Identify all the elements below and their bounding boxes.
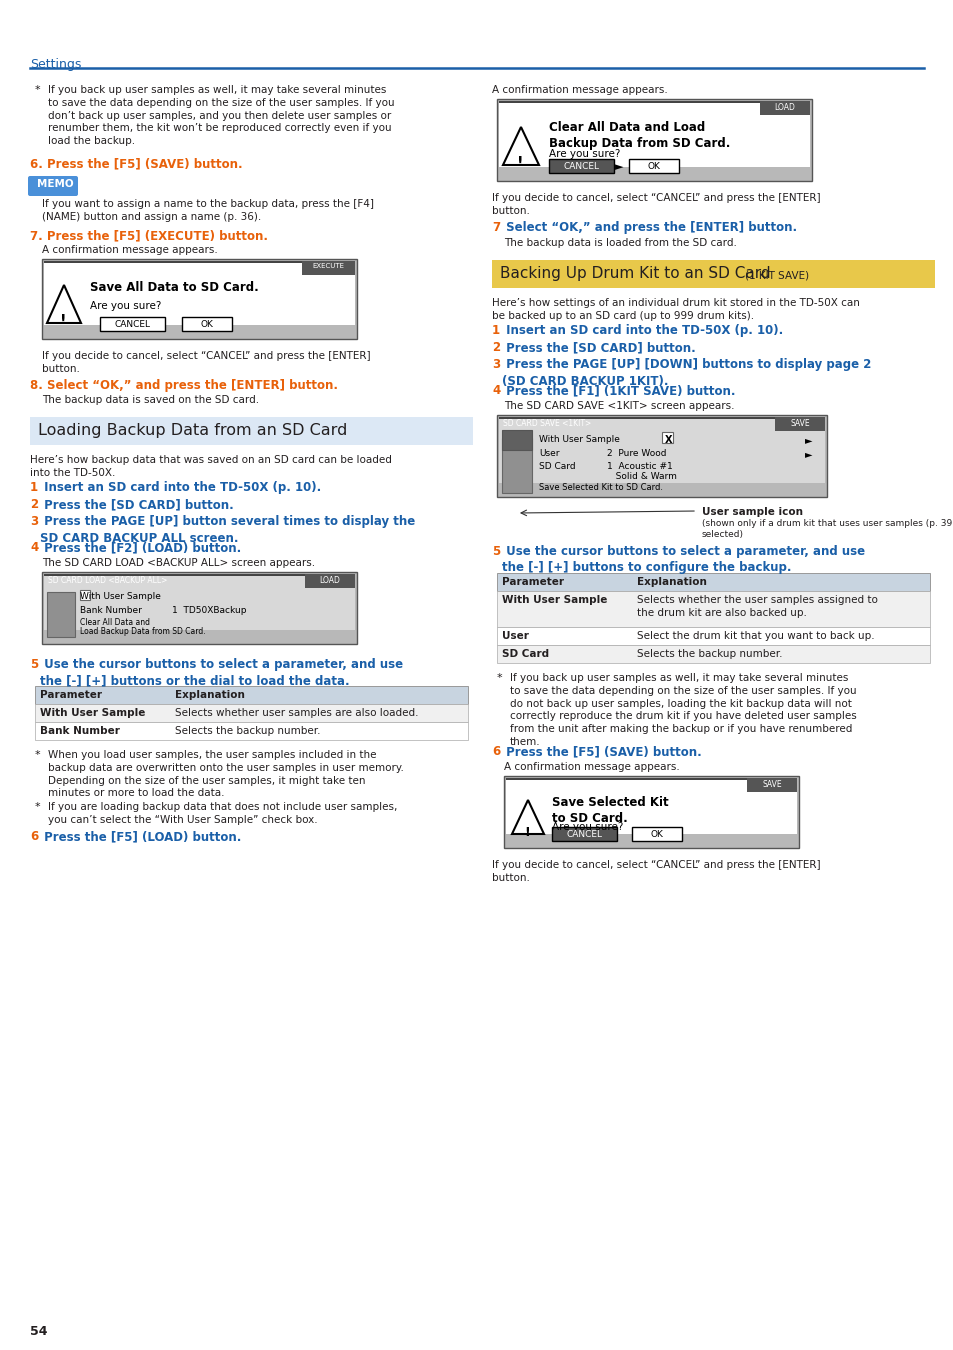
- Text: Bank Number: Bank Number: [40, 726, 120, 736]
- Text: ►: ►: [614, 162, 622, 171]
- Text: Select the drum kit that you want to back up.: Select the drum kit that you want to bac…: [637, 630, 874, 641]
- Bar: [47, 593, 75, 637]
- Text: Are you sure?: Are you sure?: [552, 822, 622, 832]
- Bar: [182, 317, 232, 331]
- Bar: [503, 776, 799, 848]
- Text: Press the PAGE [UP] button several times to display the
SD CARD BACKUP ALL scree: Press the PAGE [UP] button several times…: [40, 514, 415, 544]
- Text: *: *: [35, 85, 41, 94]
- Text: LOAD: LOAD: [319, 576, 340, 585]
- Text: Save All Data to SD Card.: Save All Data to SD Card.: [90, 281, 258, 294]
- Bar: [498, 101, 809, 115]
- Bar: [501, 437, 532, 493]
- Text: Save Selected Kit
to SD Card.: Save Selected Kit to SD Card.: [552, 796, 668, 825]
- Text: Backing Up Drum Kit to an SD Card: Backing Up Drum Kit to an SD Card: [499, 266, 770, 281]
- Text: Selects the backup number.: Selects the backup number.: [174, 726, 320, 736]
- Text: 2: 2: [492, 342, 499, 354]
- Text: 5: 5: [492, 545, 499, 558]
- Text: !: !: [517, 155, 523, 169]
- Bar: [44, 574, 355, 589]
- Text: If you want to assign a name to the backup data, press the [F4]
(NAME) button an: If you want to assign a name to the back…: [42, 198, 374, 221]
- Text: SD CARD LOAD <BACKUP ALL>: SD CARD LOAD <BACKUP ALL>: [48, 576, 167, 585]
- Bar: [35, 686, 468, 703]
- Text: Save Selected Kit to SD Card.: Save Selected Kit to SD Card.: [538, 483, 662, 491]
- Text: Here’s how settings of an individual drum kit stored in the TD-50X can
be backed: Here’s how settings of an individual dru…: [492, 298, 859, 321]
- Text: Use the cursor buttons to select a parameter, and use
the [-] [+] buttons to con: Use the cursor buttons to select a param…: [501, 545, 864, 575]
- Text: 3: 3: [30, 514, 38, 528]
- Bar: [497, 591, 929, 626]
- Text: Press the PAGE [UP] [DOWN] buttons to display page 2
(SD CARD BACKUP 1KIT).: Press the PAGE [UP] [DOWN] buttons to di…: [501, 358, 870, 387]
- Text: If you decide to cancel, select “CANCEL” and press the [ENTER]
button.: If you decide to cancel, select “CANCEL”…: [42, 351, 370, 374]
- Bar: [497, 572, 929, 591]
- Text: A confirmation message appears.: A confirmation message appears.: [492, 85, 667, 94]
- Text: User sample icon: User sample icon: [701, 508, 802, 517]
- Bar: [505, 780, 796, 834]
- Text: 4: 4: [30, 541, 38, 554]
- Text: Press the [F2] (LOAD) button.: Press the [F2] (LOAD) button.: [40, 541, 241, 554]
- Text: Selects whether user samples are also loaded.: Selects whether user samples are also lo…: [174, 707, 418, 718]
- Text: The backup data is saved on the SD card.: The backup data is saved on the SD card.: [42, 396, 259, 405]
- Text: If you back up user samples as well, it may take several minutes
to save the dat: If you back up user samples as well, it …: [48, 85, 395, 146]
- Bar: [35, 722, 468, 740]
- Text: Parameter: Parameter: [40, 690, 102, 701]
- Text: MEMO: MEMO: [37, 180, 73, 189]
- Text: Press the [F1] (1KIT SAVE) button.: Press the [F1] (1KIT SAVE) button.: [501, 383, 735, 397]
- Bar: [492, 261, 934, 288]
- Text: A confirmation message appears.: A confirmation message appears.: [503, 761, 679, 772]
- Text: Explanation: Explanation: [637, 576, 706, 587]
- Bar: [631, 828, 681, 841]
- Text: 2: 2: [30, 498, 38, 512]
- Bar: [44, 263, 355, 325]
- Text: SD CARD LOAD <BACKUP ALL>: SD CARD LOAD <BACKUP ALL>: [502, 103, 621, 112]
- Text: With User Sample: With User Sample: [80, 593, 161, 601]
- Text: *: *: [497, 674, 502, 683]
- Text: Insert an SD card into the TD-50X (p. 10).: Insert an SD card into the TD-50X (p. 10…: [40, 481, 321, 494]
- Text: Clear All Data and: Clear All Data and: [80, 618, 150, 626]
- Text: If you are loading backup data that does not include user samples,
you can’t sel: If you are loading backup data that does…: [48, 802, 397, 825]
- Text: When you load user samples, the user samples included in the
backup data are ove: When you load user samples, the user sam…: [48, 751, 403, 798]
- Bar: [774, 417, 824, 431]
- Bar: [497, 414, 826, 497]
- Text: X: X: [664, 435, 672, 446]
- Text: *: *: [35, 802, 41, 811]
- Bar: [746, 778, 796, 792]
- Bar: [42, 572, 356, 644]
- Bar: [760, 101, 809, 115]
- Text: SD Card: SD Card: [538, 462, 575, 471]
- Bar: [35, 703, 468, 722]
- Text: Press the [F5] (LOAD) button.: Press the [F5] (LOAD) button.: [40, 830, 241, 842]
- Bar: [305, 574, 355, 589]
- Text: The backup data is loaded from the SD card.: The backup data is loaded from the SD ca…: [503, 238, 736, 248]
- Bar: [498, 417, 824, 431]
- Text: EXECUTE: EXECUTE: [312, 263, 344, 269]
- Text: SD CARD SAVE (BACKUP ALL)                  NAME: SD CARD SAVE (BACKUP ALL) NAME: [48, 263, 211, 270]
- Text: *: *: [35, 751, 41, 760]
- Text: SD CARD SAVE <1KIT>: SD CARD SAVE <1KIT>: [510, 780, 598, 788]
- Text: !: !: [60, 313, 67, 327]
- Text: With User Sample: With User Sample: [40, 707, 145, 718]
- FancyBboxPatch shape: [28, 176, 78, 196]
- Text: SD Card: SD Card: [501, 649, 549, 659]
- Text: 7: 7: [492, 221, 499, 234]
- Text: (shown only if a drum kit that uses user samples (p. 39) is
selected): (shown only if a drum kit that uses user…: [701, 518, 953, 539]
- Text: Loading Backup Data from an SD Card: Loading Backup Data from an SD Card: [38, 423, 347, 437]
- Bar: [505, 778, 796, 792]
- Text: 1: 1: [30, 481, 38, 494]
- Text: 6. Press the [F5] (SAVE) button.: 6. Press the [F5] (SAVE) button.: [30, 157, 242, 170]
- Bar: [501, 431, 532, 450]
- Text: Load Backup Data from SD Card.: Load Backup Data from SD Card.: [80, 626, 206, 636]
- Text: (1 KIT SAVE): (1 KIT SAVE): [744, 271, 808, 281]
- Text: ►: ►: [804, 450, 812, 459]
- Text: 3: 3: [492, 358, 499, 371]
- Text: SAVE: SAVE: [789, 418, 809, 428]
- Text: Are you sure?: Are you sure?: [548, 148, 619, 159]
- Text: Clear All Data and Load
Backup Data from SD Card.: Clear All Data and Load Backup Data from…: [548, 122, 730, 150]
- Polygon shape: [512, 801, 543, 834]
- Polygon shape: [47, 285, 81, 323]
- Text: 1: 1: [492, 324, 499, 338]
- Text: The SD CARD SAVE <1KIT> screen appears.: The SD CARD SAVE <1KIT> screen appears.: [503, 401, 734, 410]
- Text: Press the [SD CARD] button.: Press the [SD CARD] button.: [501, 342, 695, 354]
- Bar: [44, 261, 355, 275]
- Text: 8. Select “OK,” and press the [ENTER] button.: 8. Select “OK,” and press the [ENTER] bu…: [30, 379, 337, 391]
- Bar: [497, 99, 811, 181]
- Bar: [42, 259, 356, 339]
